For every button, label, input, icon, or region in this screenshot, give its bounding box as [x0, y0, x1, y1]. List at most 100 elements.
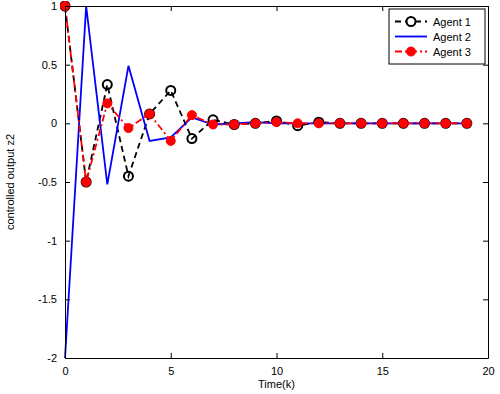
tick	[483, 299, 488, 300]
tick-label: 0.5	[42, 59, 57, 71]
series-marker	[441, 119, 450, 128]
tick: -0.5	[38, 176, 70, 188]
axis-line	[488, 7, 489, 359]
series-marker	[145, 109, 154, 118]
tick-label: -1	[47, 235, 57, 247]
tick-mark	[382, 6, 383, 11]
tick: -1.5	[38, 293, 70, 305]
tick-mark	[483, 241, 488, 242]
tick-mark	[382, 353, 383, 358]
tick: 0.5	[42, 59, 70, 71]
series-marker	[103, 99, 112, 108]
tick-mark	[483, 299, 488, 300]
tick-mark	[483, 358, 488, 359]
x-axis: 05101520	[62, 353, 494, 377]
tick	[277, 6, 278, 11]
tick-mark	[483, 65, 488, 66]
series-marker	[462, 119, 471, 128]
tick	[483, 65, 488, 66]
tick-mark	[483, 182, 488, 183]
tick	[65, 6, 66, 11]
series-marker	[187, 111, 196, 120]
series-group	[61, 2, 472, 359]
legend-label: Agent 1	[433, 16, 471, 28]
series-marker	[420, 119, 429, 128]
series-marker	[399, 119, 408, 128]
series-marker	[335, 119, 344, 128]
tick	[483, 123, 488, 124]
series-marker	[399, 119, 408, 128]
series-marker	[314, 119, 323, 128]
legend: Agent 1 Agent 2 Agent 3	[389, 9, 485, 64]
chart: 05101520-2-1.5-1-0.500.51Agent 1Agent 2A…	[0, 0, 500, 394]
tick-label: 0	[51, 117, 57, 129]
series-marker	[145, 109, 154, 118]
tick-label: 10	[271, 365, 283, 377]
legend-label: Agent 2	[433, 31, 471, 43]
legend-swatch	[395, 36, 427, 38]
tick-label: -0.5	[38, 176, 57, 188]
series-marker	[441, 119, 450, 128]
series-marker	[420, 119, 429, 128]
series-marker	[272, 118, 281, 127]
series-marker	[82, 178, 91, 187]
series-marker	[166, 136, 175, 145]
series-marker	[357, 119, 366, 128]
series-marker	[124, 172, 133, 181]
tick-mark	[65, 241, 70, 242]
series-marker	[187, 134, 196, 143]
legend-item: Agent 3	[395, 46, 471, 58]
tick-label: 15	[377, 365, 389, 377]
series-marker	[103, 80, 112, 89]
legend-marker	[407, 47, 416, 56]
tick: -1	[47, 235, 70, 247]
tick	[483, 358, 488, 359]
tick-label: 1	[51, 0, 57, 12]
y-axis: -2 -1.5 -1 -0.5 0 0.5 1	[38, 0, 70, 364]
tick: -2	[47, 352, 70, 364]
axis-line	[66, 358, 489, 359]
plot-area: 05101520-2-1.5-1-0.500.51Agent 1Agent 2A…	[38, 0, 495, 377]
tick-label: -2	[47, 352, 57, 364]
tick	[483, 6, 488, 7]
legend-item: Agent 1	[395, 16, 471, 28]
tick-mark	[171, 6, 172, 11]
legend-item: Agent 2	[395, 31, 471, 43]
tick-mark	[171, 353, 172, 358]
series-marker	[124, 124, 133, 133]
series-marker	[378, 119, 387, 128]
tick	[483, 182, 488, 183]
tick-mark	[65, 6, 66, 11]
legend-frame	[389, 9, 485, 64]
series-marker	[251, 119, 260, 128]
tick-mark	[65, 358, 70, 359]
series-marker	[209, 120, 218, 129]
series-marker	[82, 178, 91, 187]
tick	[382, 6, 383, 11]
series-marker	[378, 119, 387, 128]
tick: 15	[377, 353, 389, 377]
tick	[483, 241, 488, 242]
tick-mark	[65, 123, 70, 124]
series-marker	[251, 119, 260, 128]
series-marker	[293, 119, 302, 128]
legend-marker	[407, 17, 416, 26]
series-marker	[230, 120, 239, 129]
tick-mark	[483, 6, 488, 7]
tick-mark	[277, 353, 278, 358]
tick: 10	[271, 353, 283, 377]
series-marker	[357, 119, 366, 128]
tick-label: 5	[168, 365, 174, 377]
tick-mark	[65, 299, 70, 300]
tick-mark	[65, 65, 70, 66]
tick-label: -1.5	[38, 293, 57, 305]
tick-label: 20	[482, 365, 494, 377]
tick-mark	[65, 182, 70, 183]
series-marker	[230, 120, 239, 129]
tick	[171, 6, 172, 11]
series-marker	[462, 119, 471, 128]
series-marker	[166, 86, 175, 95]
plot-background	[65, 6, 488, 358]
tick-mark	[277, 6, 278, 11]
tick: 0	[51, 117, 70, 129]
